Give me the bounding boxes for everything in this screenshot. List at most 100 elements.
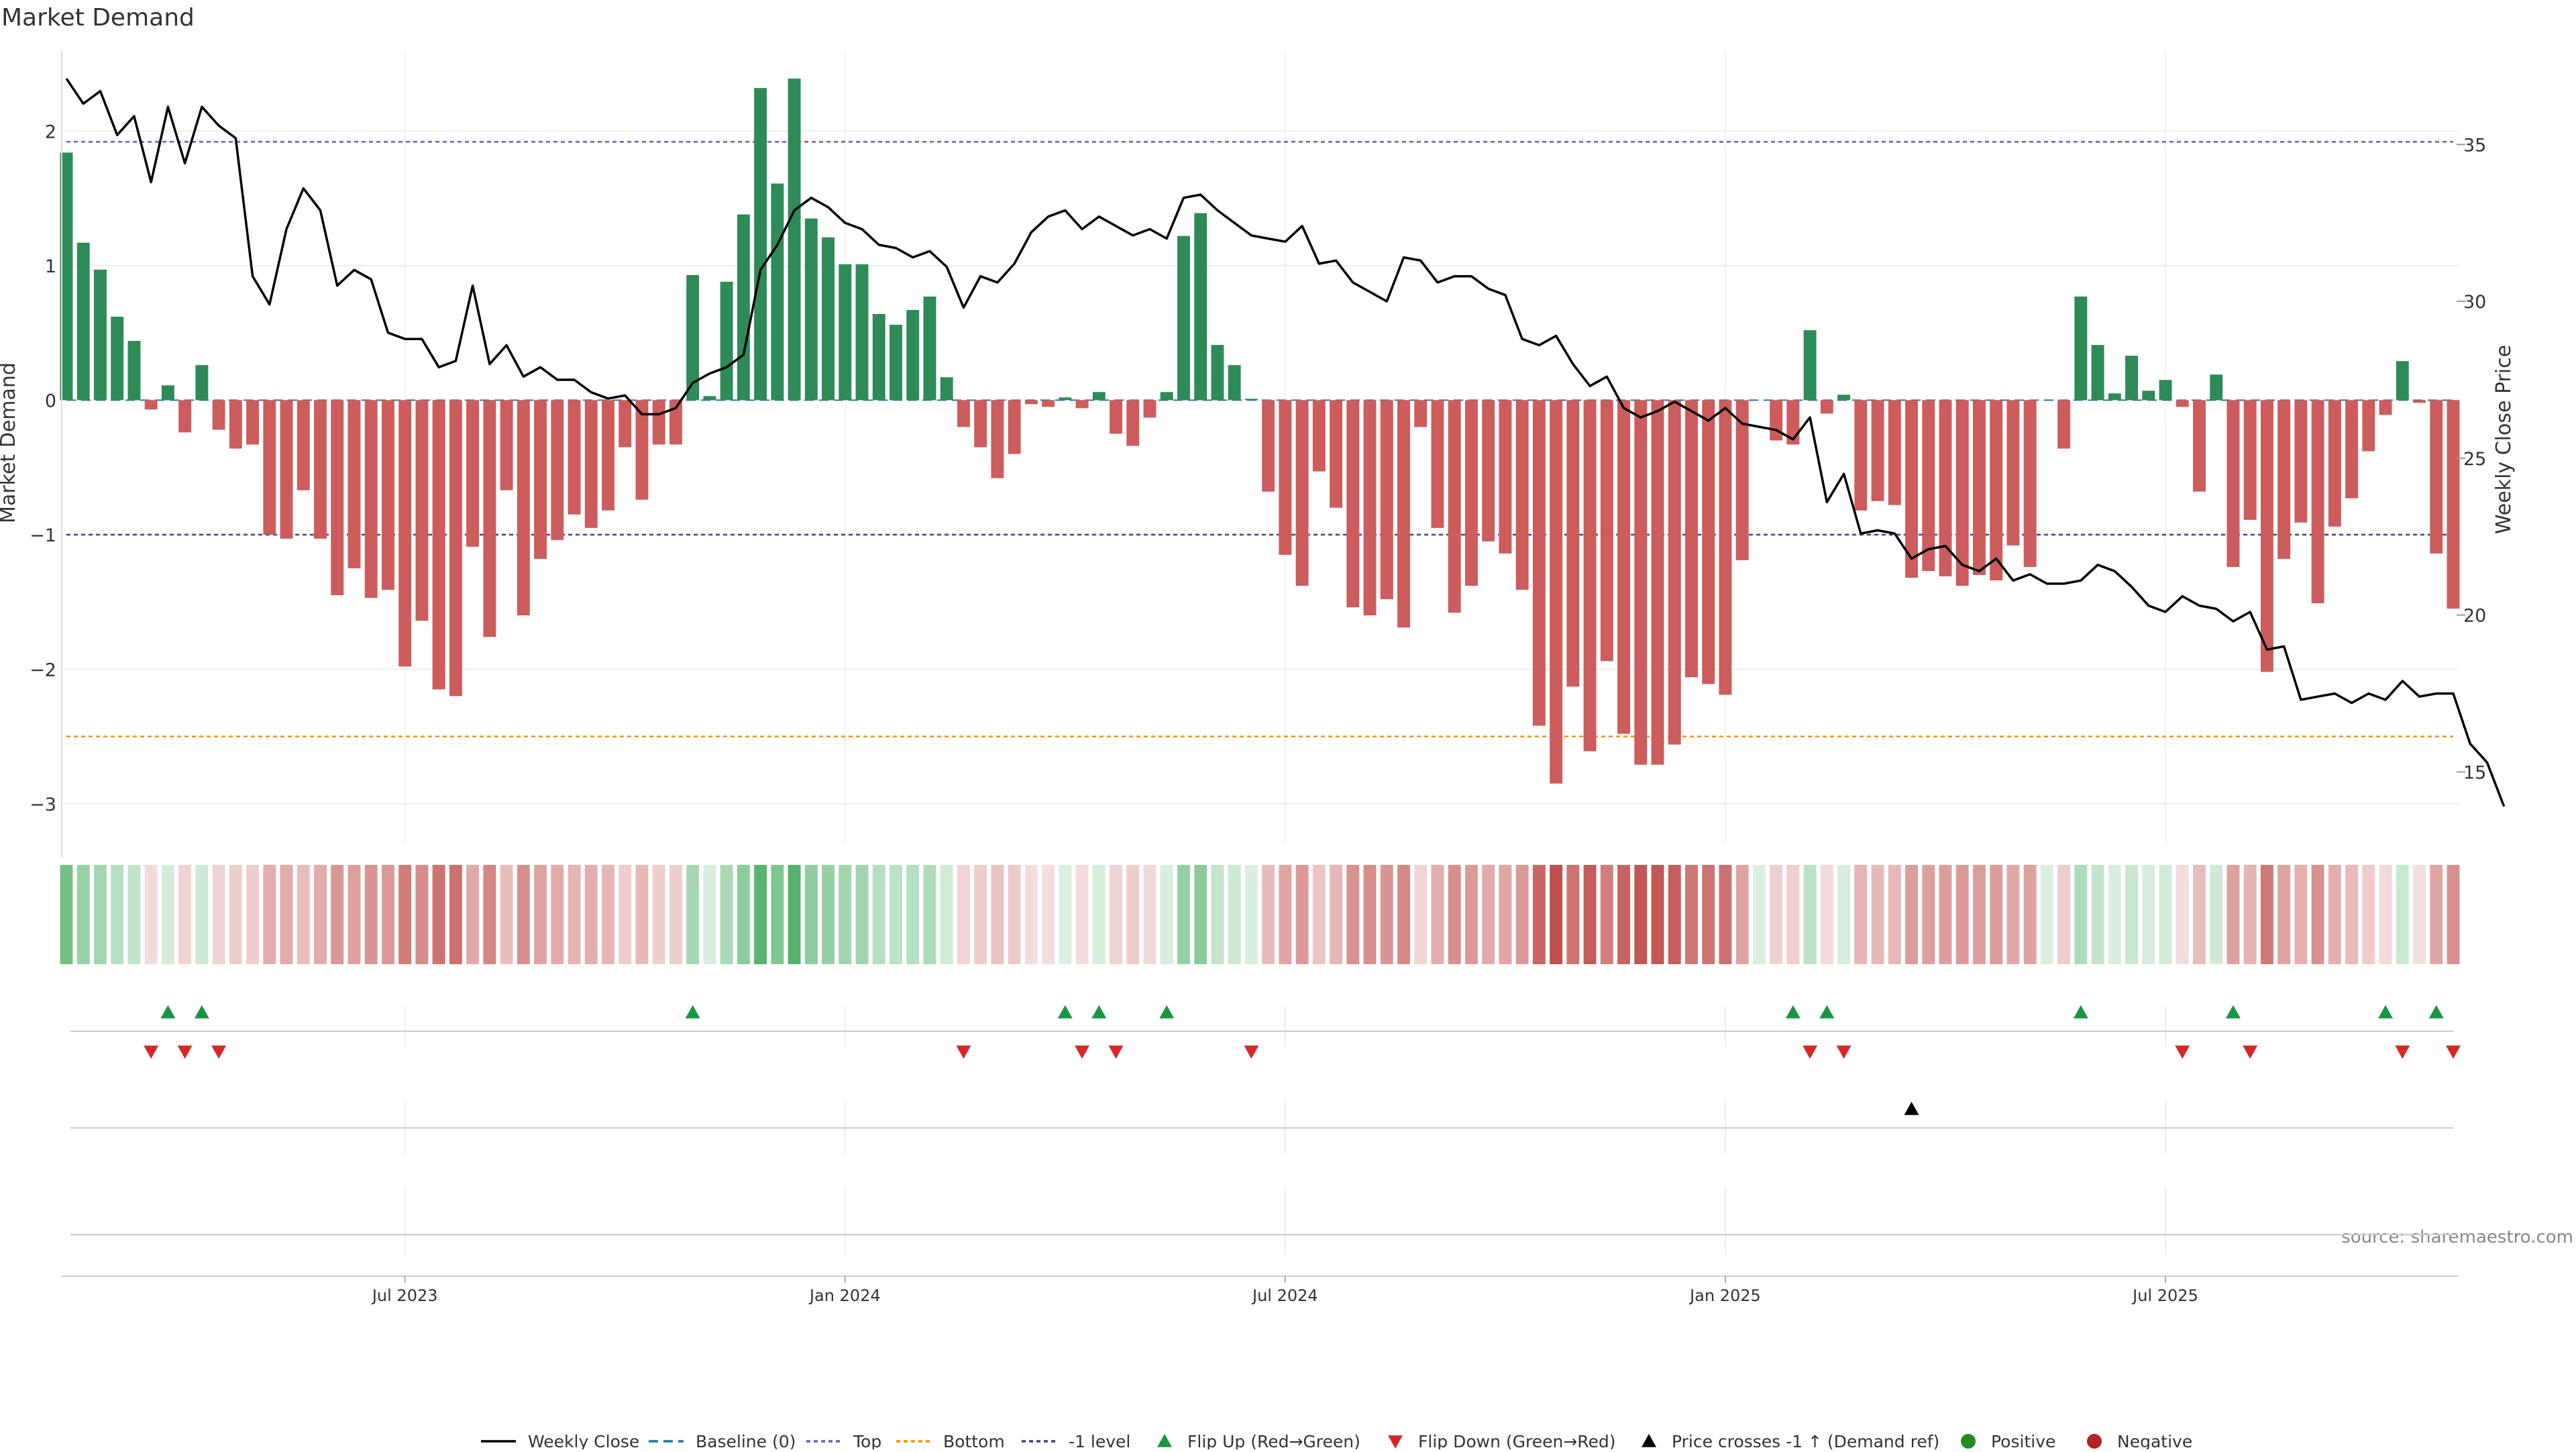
right-axis-label: Weekly Close Price [2492,345,2516,534]
legend-swatch [1642,1434,1656,1447]
x-tick-label: Jan 2024 [808,1286,881,1305]
heat-cell [297,865,310,964]
flip-down-marker [956,1045,971,1059]
demand-bar [2226,400,2240,567]
heat-cell [2074,865,2088,964]
demand-bar [1194,213,1208,401]
heat-cell [2243,865,2257,964]
demand-bar [1719,400,1732,695]
demand-bar [2447,400,2460,609]
demand-bar [1448,400,1461,613]
heat-cell [1651,865,1664,964]
left-tick-label: −3 [30,794,56,815]
flip-down-marker [1244,1045,1259,1059]
demand-bar [1059,397,1072,401]
demand-bar [1312,400,1326,472]
demand-bar [1871,400,1884,501]
heat-cell [1346,865,1360,964]
legend-label: Baseline (0) [696,1432,796,1449]
demand-bar [2210,374,2223,401]
heat-cell [906,865,920,964]
heat-cell [1143,865,1157,964]
demand-bar [1905,400,1918,578]
heat-cell [1600,865,1613,964]
heat-cell [1363,865,1377,964]
heat-cell [2413,865,2426,964]
demand-bar [584,400,598,528]
heat-cell [60,865,73,964]
heat-cell [1414,865,1428,964]
demand-bar [111,317,124,401]
heat-cell [771,865,784,964]
heat-cell [1786,865,1800,964]
heat-cell [2142,865,2155,964]
heat-cell [212,865,225,964]
demand-bar [1888,400,1901,505]
heat-cell [347,865,361,964]
heat-cell [127,865,141,964]
heat-cell [686,865,700,964]
heat-cell [822,865,835,964]
flip-down-marker [1836,1045,1851,1059]
demand-bar [2193,400,2206,492]
demand-bar [297,400,310,490]
demand-bar [906,309,920,401]
heat-cell [839,865,852,964]
heat-cell [1752,865,1766,964]
heat-cell [76,865,90,964]
demand-bar [855,264,869,401]
demand-bar [195,365,209,401]
demand-bar [686,274,700,401]
heat-cell [1092,865,1106,964]
heat-cell [890,865,902,964]
left-tick-label: 0 [45,391,56,411]
heat-cell [1330,865,1343,964]
demand-bar [381,400,394,590]
demand-bar [1955,400,1969,586]
demand-bar [415,400,429,621]
heat-cell [788,865,801,964]
heat-cell [449,865,462,964]
demand-bar [568,400,581,515]
demand-bar [2125,356,2139,401]
legend-label: Price crosses -1 ↑ (Demand ref) [1672,1432,1939,1449]
flip-down-marker [2243,1045,2258,1059]
demand-bar [246,400,260,445]
heat-cell [1820,865,1833,964]
heat-cell [2294,865,2308,964]
demand-bar [314,400,327,539]
heat-cell [500,865,513,964]
heat-cell [855,865,869,964]
demand-bar [1042,400,1055,407]
demand-bar [1550,400,1563,784]
demand-bar [1499,400,1512,554]
demand-bar [2396,361,2409,401]
demand-bar [1092,392,1106,401]
heat-cell [2226,865,2240,964]
flip-up-marker [1819,1005,1835,1019]
heat-cell [1972,865,1986,964]
legend-swatch [2087,1434,2102,1449]
x-tick-label: Jul 2025 [2131,1286,2198,1305]
heat-cell [517,865,530,964]
heat-cell [1550,865,1563,964]
left-tick-label: 1 [45,256,56,277]
right-tick-label: 30 [2463,292,2486,313]
flip-up-marker [1057,1005,1073,1019]
heat-cell [940,865,953,964]
demand-bar [1583,400,1597,751]
heat-cell [974,865,987,964]
heat-cell [1177,865,1190,964]
heat-cell [2447,865,2460,964]
heat-cell [2176,865,2189,964]
demand-bar [2413,400,2426,403]
flip-up-marker [1091,1005,1107,1019]
right-tick-label: 15 [2463,762,2486,783]
demand-bar [76,242,90,401]
heat-cell [872,865,885,964]
flip-up-marker [160,1005,176,1019]
demand-bar [890,325,902,401]
heat-cell [1042,865,1055,964]
heat-cell [1126,865,1140,964]
heat-cell [398,865,412,964]
